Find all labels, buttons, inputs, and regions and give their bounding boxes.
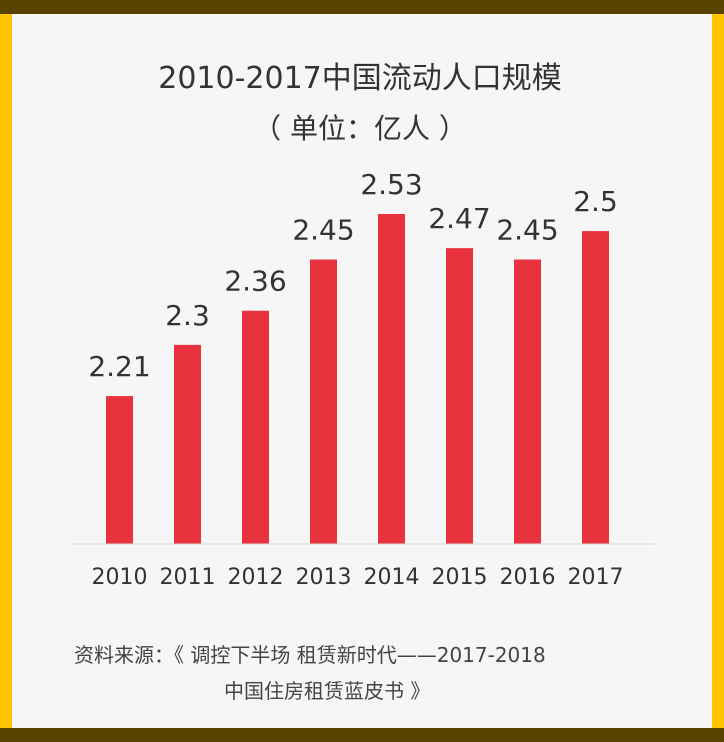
bar-2010 (106, 396, 133, 544)
bar-2011 (174, 344, 201, 544)
value-labels-group: 2.212.32.362.452.532.47 2.452.5 (88, 168, 617, 383)
x-tick-2016: 2016 (500, 565, 556, 590)
x-tick-2017: 2017 (568, 565, 624, 590)
value-label-2015: 2.47 (428, 202, 490, 235)
value-label-2013: 2.45 (292, 214, 354, 247)
x-tick-2012: 2012 (228, 565, 284, 590)
x-tick-labels-group: 2010 2011 2012 2013 2014 2015 2016 2017 (92, 565, 624, 590)
value-label-2016: 2.45 (496, 214, 558, 247)
chart-title: 2010-2017中国流动人口规模 (158, 61, 562, 96)
x-tick-2010: 2010 (92, 565, 148, 590)
frame-bottom-border (0, 728, 724, 742)
x-tick-2014: 2014 (364, 565, 420, 590)
chart-subtitle: （ 单位：亿人 ） (253, 112, 467, 145)
source-line-1: 资料来源：《 调控下半场 租赁新时代——2017-2018 (74, 643, 546, 667)
bar-2012 (242, 310, 269, 544)
x-tick-2011: 2011 (160, 565, 216, 590)
chart-card: 2010-2017中国流动人口规模 （ 单位：亿人 ） 2.21 2.3 2.36 2… (12, 14, 712, 728)
value-label-2017: 2.5 (573, 185, 618, 218)
bar-2015 (446, 248, 473, 544)
x-tick-2015: 2015 (432, 565, 488, 590)
bar-2014 (378, 214, 405, 544)
x-tick-2013: 2013 (296, 565, 352, 590)
source-line-2: 中国住房租赁蓝皮书 》 (224, 679, 430, 703)
value-label-2012: 2.36 (224, 265, 286, 298)
bar-2013 (310, 259, 337, 544)
bar-chart: 2010-2017中国流动人口规模 （ 单位：亿人 ） 2.212.32.362… (70, 61, 654, 703)
bar-2017 (582, 231, 609, 544)
bars-group (106, 214, 609, 544)
value-label-2010: 2.21 (88, 350, 150, 383)
frame-top-border (0, 0, 724, 14)
value-label-2014: 2.53 (360, 168, 422, 201)
value-label-2011: 2.3 (165, 299, 210, 332)
bar-2016 (514, 259, 541, 544)
